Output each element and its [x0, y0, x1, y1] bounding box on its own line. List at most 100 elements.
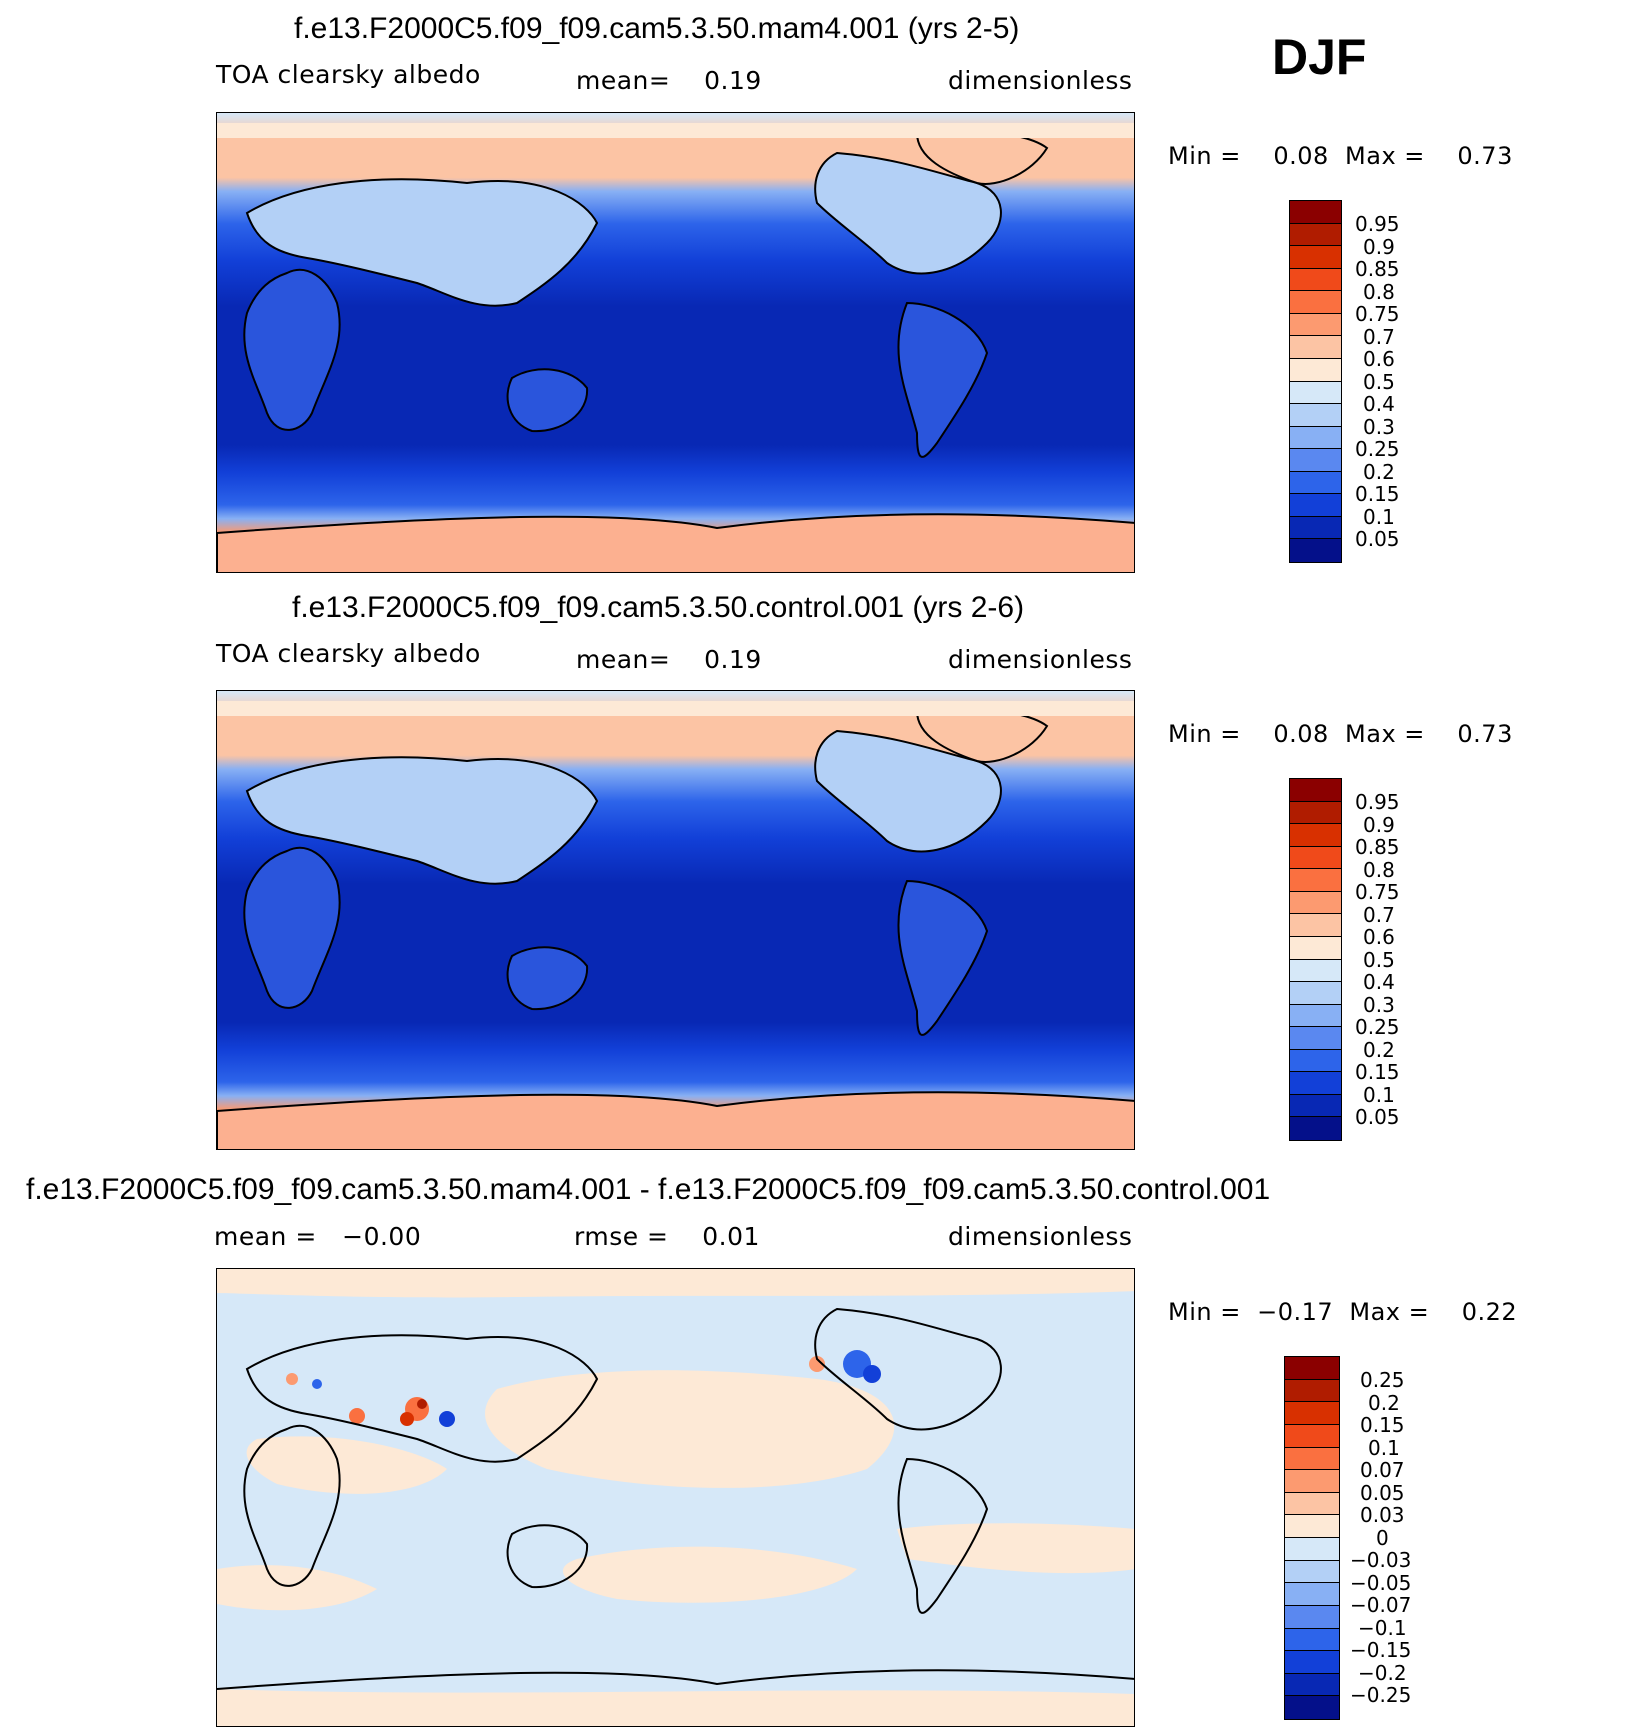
panel2-cb-label: 0.15 [1355, 1060, 1400, 1084]
panel2-cb-label: 0.3 [1363, 993, 1395, 1017]
colorbar-swatch [1285, 1651, 1339, 1674]
colorbar-swatch [1285, 1447, 1339, 1471]
colorbar-swatch [1285, 1357, 1339, 1380]
colorbar-swatch [1290, 914, 1341, 937]
panel2-units-label: dimensionless [948, 645, 1133, 674]
colorbar-swatch [1285, 1424, 1339, 1448]
panel1-cb-label: 0.8 [1363, 280, 1395, 304]
colorbar-swatch [1290, 336, 1341, 359]
panel2-mean-label: mean= 0.19 [576, 645, 762, 674]
panel1-continents [217, 123, 1134, 572]
panel1-cb-label: 0.3 [1363, 415, 1395, 439]
panel2-min-max: Min = 0.08 Max = 0.73 [1168, 720, 1513, 748]
panel2-cb-label: 0.6 [1363, 925, 1395, 949]
colorbar-swatch [1285, 1560, 1339, 1584]
colorbar-swatch [1290, 246, 1341, 269]
panel3-positive-regions [217, 1269, 1134, 1726]
panel3-cb-label: −0.1 [1358, 1616, 1407, 1640]
colorbar-swatch [1290, 959, 1341, 983]
colorbar-swatch [1290, 381, 1341, 405]
panel3-map [216, 1268, 1135, 1727]
panel1-cb-label: 0.5 [1363, 370, 1395, 394]
panel3-cb-label: −0.05 [1350, 1571, 1412, 1595]
colorbar-swatch [1290, 1004, 1341, 1028]
panel1-variable-label: TOA clearsky albedo [216, 60, 481, 89]
panel1-cb-label: 0.2 [1363, 460, 1395, 484]
panel1-cb-label: 0.05 [1355, 527, 1400, 551]
colorbar-swatch [1285, 1696, 1339, 1719]
colorbar-swatch [1285, 1470, 1339, 1493]
colorbar-swatch [1285, 1605, 1339, 1629]
panel2-cb-label: 0.85 [1355, 835, 1400, 859]
panel1-colorbar [1289, 200, 1342, 563]
panel1-min-max: Min = 0.08 Max = 0.73 [1168, 142, 1513, 170]
colorbar-swatch [1285, 1673, 1339, 1697]
colorbar-swatch [1290, 801, 1341, 825]
panel3-cb-label: 0.15 [1360, 1413, 1405, 1437]
colorbar-swatch [1290, 824, 1341, 847]
colorbar-swatch [1290, 516, 1341, 540]
colorbar-swatch [1290, 268, 1341, 292]
panel2-cb-label: 0.7 [1363, 903, 1395, 927]
colorbar-swatch [1290, 869, 1341, 892]
colorbar-swatch [1285, 1492, 1339, 1516]
panel3-colorbar [1284, 1356, 1340, 1720]
panel1-cb-label: 0.15 [1355, 482, 1400, 506]
colorbar-swatch [1290, 291, 1341, 314]
panel3-mean-label: mean = −0.00 [214, 1222, 422, 1251]
panel3-cb-label: 0.07 [1360, 1458, 1405, 1482]
panel3-cb-label: 0.03 [1360, 1503, 1405, 1527]
panel2-title: f.e13.F2000C5.f09_f09.cam5.3.50.control.… [292, 591, 1025, 624]
panel3-cb-label: 0 [1376, 1526, 1389, 1550]
colorbar-swatch [1285, 1583, 1339, 1606]
panel1-cb-label: 0.25 [1355, 437, 1400, 461]
panel2-cb-label: 0.2 [1363, 1038, 1395, 1062]
panel2-map-field [217, 691, 1134, 1149]
colorbar-swatch [1290, 1117, 1341, 1140]
panel3-units-label: dimensionless [948, 1222, 1133, 1251]
panel3-cb-label: 0.2 [1368, 1391, 1400, 1415]
colorbar-swatch [1290, 1049, 1341, 1073]
panel3-map-field [217, 1269, 1134, 1726]
colorbar-swatch [1290, 471, 1341, 495]
colorbar-swatch [1290, 779, 1341, 802]
panel1-mean-label: mean= 0.19 [576, 66, 762, 95]
panel2-map [216, 690, 1135, 1150]
colorbar-swatch [1290, 982, 1341, 1005]
panel2-cb-label: 0.75 [1355, 880, 1400, 904]
panel1-cb-label: 0.85 [1355, 257, 1400, 281]
panel3-cb-label: 0.25 [1360, 1368, 1405, 1392]
panel1-cb-label: 0.1 [1363, 505, 1395, 529]
panel3-rmse-label: rmse = 0.01 [574, 1222, 760, 1251]
panel1-map-field [217, 113, 1134, 572]
panel2-continents [217, 701, 1134, 1149]
panel2-variable-label: TOA clearsky albedo [216, 639, 481, 668]
colorbar-swatch [1285, 1628, 1339, 1652]
panel3-title: f.e13.F2000C5.f09_f09.cam5.3.50.mam4.001… [26, 1173, 1271, 1206]
panel2-cb-label: 0.4 [1363, 970, 1395, 994]
panel3-cb-label: −0.03 [1350, 1548, 1412, 1572]
colorbar-swatch [1290, 201, 1341, 224]
panel2-cb-label: 0.05 [1355, 1105, 1400, 1129]
panel3-min-max: Min = −0.17 Max = 0.22 [1168, 1298, 1518, 1326]
panel2-colorbar [1289, 778, 1342, 1141]
panel2-cb-label: 0.9 [1363, 813, 1395, 837]
colorbar-swatch [1290, 891, 1341, 915]
panel1-cb-label: 0.6 [1363, 347, 1395, 371]
colorbar-swatch [1290, 1094, 1341, 1118]
colorbar-swatch [1285, 1515, 1339, 1538]
colorbar-swatch [1290, 223, 1341, 247]
colorbar-swatch [1290, 404, 1341, 427]
panel2-cb-label: 0.8 [1363, 858, 1395, 882]
colorbar-swatch [1290, 539, 1341, 562]
panel1-title: f.e13.F2000C5.f09_f09.cam5.3.50.mam4.001… [294, 12, 1020, 45]
panel1-cb-label: 0.9 [1363, 235, 1395, 259]
panel3-cb-label: 0.1 [1368, 1436, 1400, 1460]
panel2-cb-label: 0.1 [1363, 1083, 1395, 1107]
panel3-anomaly-spots [286, 1350, 881, 1427]
colorbar-swatch [1285, 1538, 1339, 1561]
colorbar-swatch [1290, 426, 1341, 450]
colorbar-swatch [1290, 494, 1341, 517]
colorbar-swatch [1290, 1072, 1341, 1095]
colorbar-swatch [1290, 846, 1341, 870]
